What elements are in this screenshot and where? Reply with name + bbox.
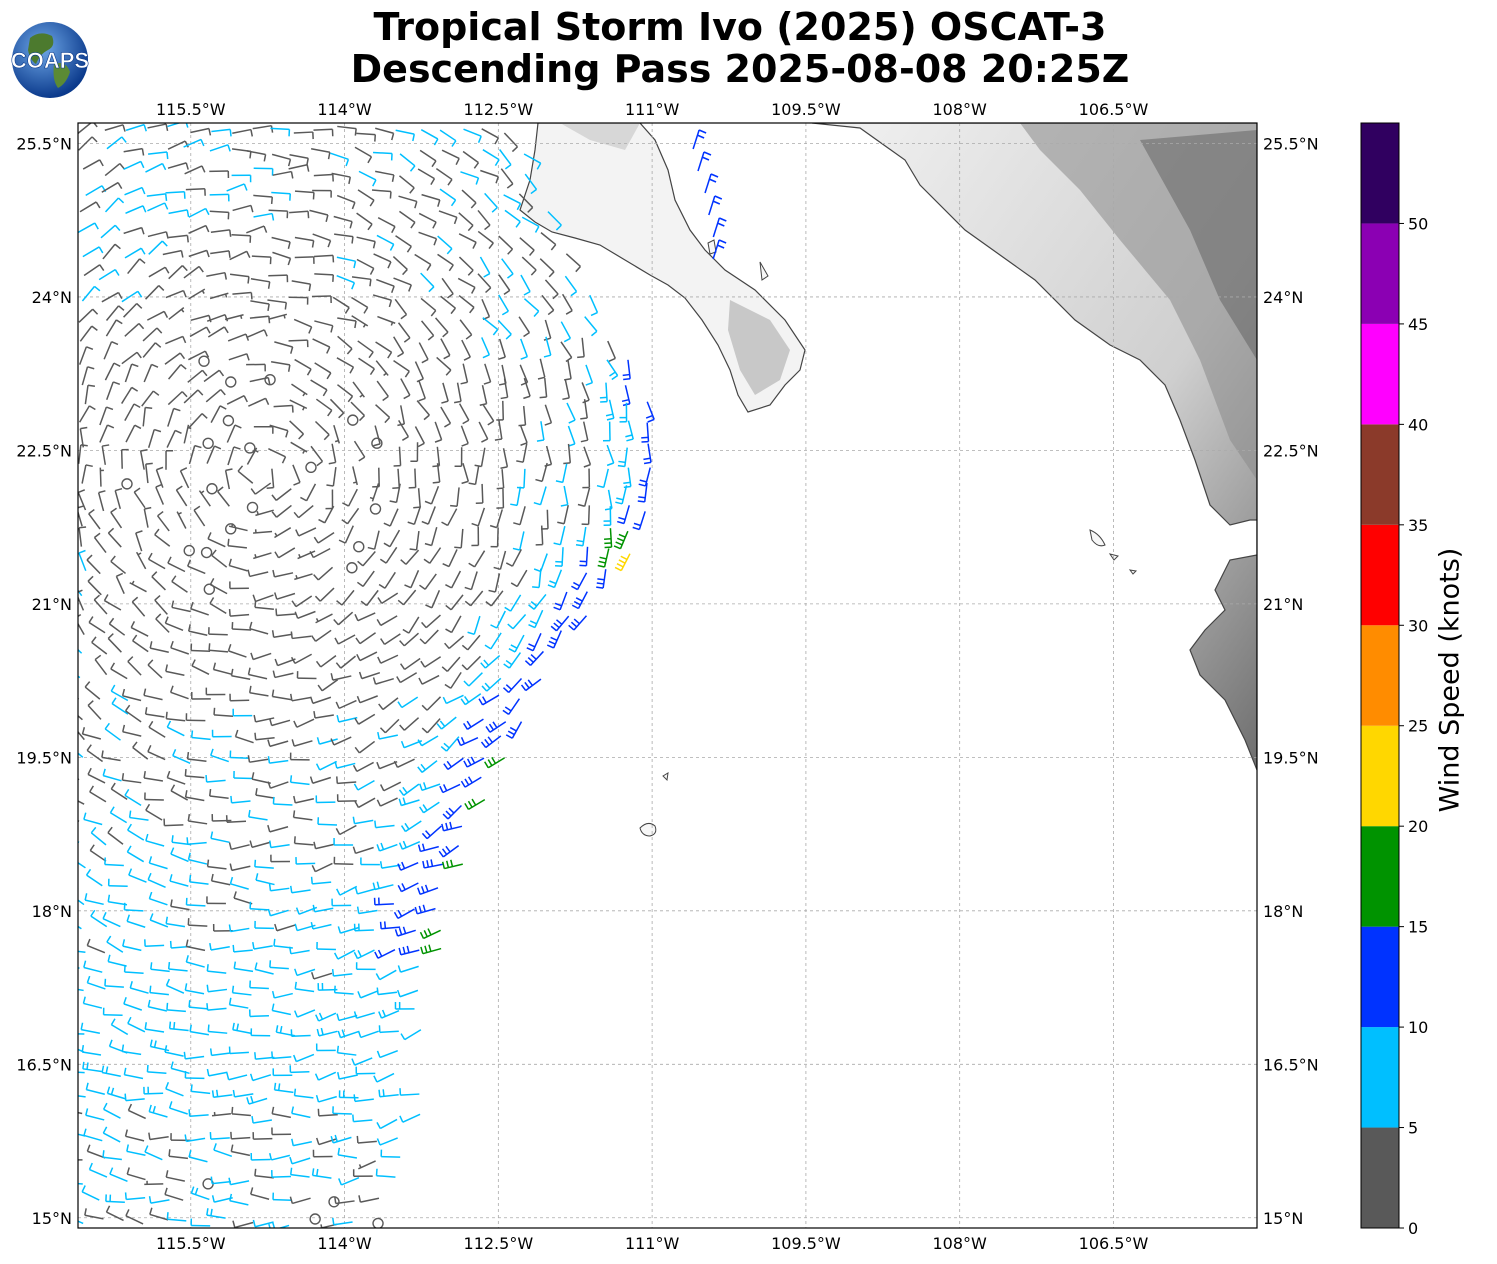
lon-tick-label-top: 109.5°W bbox=[771, 100, 841, 119]
title-line-2: Descending Pass 2025-08-08 20:25Z bbox=[350, 47, 1130, 91]
gridlines bbox=[78, 123, 1257, 1228]
lat-tick-label-left: 22.5°N bbox=[16, 441, 72, 460]
colorbar-band bbox=[1361, 524, 1399, 626]
colorbar-band bbox=[1361, 123, 1399, 224]
lon-tick-label-bottom: 115.5°W bbox=[156, 1234, 226, 1253]
lat-tick-label-left: 24°N bbox=[32, 288, 72, 307]
lon-tick-label-top: 115.5°W bbox=[156, 100, 226, 119]
lon-tick-label-bottom: 109.5°W bbox=[771, 1234, 841, 1253]
lat-tick-label-right: 25.5°N bbox=[1263, 134, 1319, 153]
colorbar-tick-label: 0 bbox=[1408, 1219, 1418, 1238]
map-tick-labels: 115.5°W 115.5°W 114°W 114°W 112.5°W 112.5°W 11… bbox=[16, 100, 1318, 1253]
colorbar-tick-label: 35 bbox=[1408, 516, 1428, 535]
lon-tick-label-bottom: 108°W bbox=[933, 1234, 988, 1253]
lat-tick-label-right: 21°N bbox=[1263, 595, 1303, 614]
lat-tick-label-left: 19.5°N bbox=[16, 748, 72, 767]
lat-tick-label-left: 25.5°N bbox=[16, 134, 72, 153]
lon-tick-label-top: 112.5°W bbox=[464, 100, 534, 119]
colorbar-tick-label: 50 bbox=[1408, 214, 1428, 233]
lat-tick-label-right: 18°N bbox=[1263, 902, 1303, 921]
colorbar-label: Wind Speed (knots) bbox=[1434, 547, 1466, 813]
lon-tick-label-bottom: 114°W bbox=[317, 1234, 372, 1253]
lon-tick-label-top: 114°W bbox=[317, 100, 372, 119]
lat-tick-label-right: 24°N bbox=[1263, 288, 1303, 307]
lat-tick-label-left: 16.5°N bbox=[16, 1055, 72, 1074]
logo-text: COAPS bbox=[11, 48, 89, 73]
colorbar-tick-label: 20 bbox=[1408, 817, 1428, 836]
lon-tick-label-bottom: 111°W bbox=[625, 1234, 680, 1253]
colorbar-band bbox=[1361, 926, 1399, 1028]
colorbar-band bbox=[1361, 1027, 1399, 1128]
colorbar-tick-label: 10 bbox=[1408, 1018, 1428, 1037]
colorbar-tick-label: 45 bbox=[1408, 315, 1428, 334]
colorbar-band bbox=[1361, 625, 1399, 726]
islas-marias bbox=[1089, 529, 1106, 547]
lon-tick-label-top: 108°W bbox=[933, 100, 988, 119]
lat-tick-label-left: 21°N bbox=[32, 595, 72, 614]
map-area bbox=[78, 123, 1257, 1228]
mainland-mexico bbox=[811, 123, 1257, 771]
lon-tick-label-bottom: 106.5°W bbox=[1079, 1234, 1149, 1253]
lat-tick-label-right: 16.5°N bbox=[1263, 1055, 1319, 1074]
title-line-1: Tropical Storm Ivo (2025) OSCAT-3 bbox=[373, 5, 1107, 49]
globe-icon: COAPS bbox=[11, 22, 89, 98]
colorbar-tick-label: 15 bbox=[1408, 918, 1428, 937]
colorbar: 0 5 10 15 20 25 30 35 40 45 50 bbox=[1360, 122, 1428, 1238]
colorbar-band bbox=[1361, 424, 1399, 525]
colorbar-band bbox=[1361, 826, 1399, 927]
lon-tick-label-bottom: 112.5°W bbox=[464, 1234, 534, 1253]
map-frame bbox=[77, 122, 1258, 1229]
lat-tick-label-left: 18°N bbox=[32, 902, 72, 921]
lon-tick-label-top: 111°W bbox=[625, 100, 680, 119]
wind-barbs bbox=[78, 123, 727, 1228]
colorbar-tick-label: 40 bbox=[1408, 415, 1428, 434]
lon-tick-label-top: 106.5°W bbox=[1079, 100, 1149, 119]
colorbar-band bbox=[1361, 323, 1399, 425]
colorbar-band bbox=[1361, 1127, 1399, 1228]
colorbar-band bbox=[1361, 725, 1399, 827]
colorbar-tick-label: 5 bbox=[1408, 1119, 1418, 1138]
lat-tick-label-left: 15°N bbox=[32, 1209, 72, 1228]
lat-tick-label-right: 19.5°N bbox=[1263, 748, 1319, 767]
lat-tick-label-right: 15°N bbox=[1263, 1209, 1303, 1228]
colorbar-band bbox=[1361, 223, 1399, 324]
colorbar-frame bbox=[1360, 122, 1400, 1229]
colorbar-tick-label: 25 bbox=[1408, 717, 1428, 736]
lat-tick-label-right: 22.5°N bbox=[1263, 441, 1319, 460]
colorbar-tick-label: 30 bbox=[1408, 616, 1428, 635]
